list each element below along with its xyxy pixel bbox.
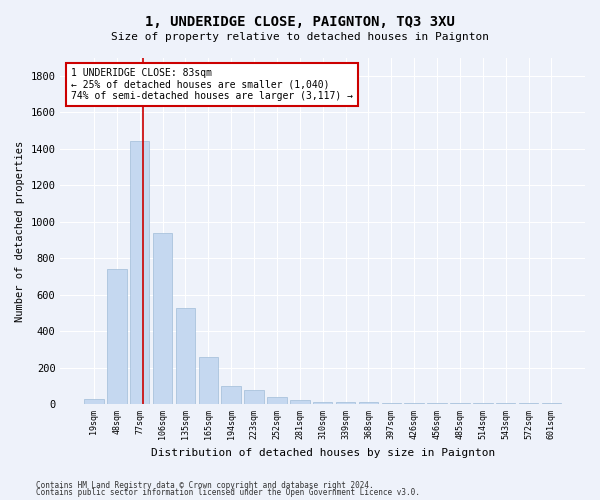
Bar <box>244 390 264 404</box>
Bar <box>107 269 127 404</box>
Text: 1 UNDERIDGE CLOSE: 83sqm
← 25% of detached houses are smaller (1,040)
74% of sem: 1 UNDERIDGE CLOSE: 83sqm ← 25% of detach… <box>71 68 353 101</box>
Bar <box>153 232 172 404</box>
Bar <box>290 400 310 404</box>
Text: Contains public sector information licensed under the Open Government Licence v3: Contains public sector information licen… <box>36 488 420 497</box>
Text: Size of property relative to detached houses in Paignton: Size of property relative to detached ho… <box>111 32 489 42</box>
Bar <box>199 357 218 405</box>
Bar <box>176 308 195 404</box>
Text: 1, UNDERIDGE CLOSE, PAIGNTON, TQ3 3XU: 1, UNDERIDGE CLOSE, PAIGNTON, TQ3 3XU <box>145 15 455 29</box>
Text: Contains HM Land Registry data © Crown copyright and database right 2024.: Contains HM Land Registry data © Crown c… <box>36 480 374 490</box>
Bar <box>221 386 241 404</box>
Bar <box>359 402 378 404</box>
Bar <box>336 402 355 404</box>
Y-axis label: Number of detached properties: Number of detached properties <box>15 140 25 322</box>
Bar <box>130 142 149 404</box>
Bar <box>267 397 287 404</box>
X-axis label: Distribution of detached houses by size in Paignton: Distribution of detached houses by size … <box>151 448 495 458</box>
Bar <box>84 399 104 404</box>
Bar <box>313 402 332 404</box>
